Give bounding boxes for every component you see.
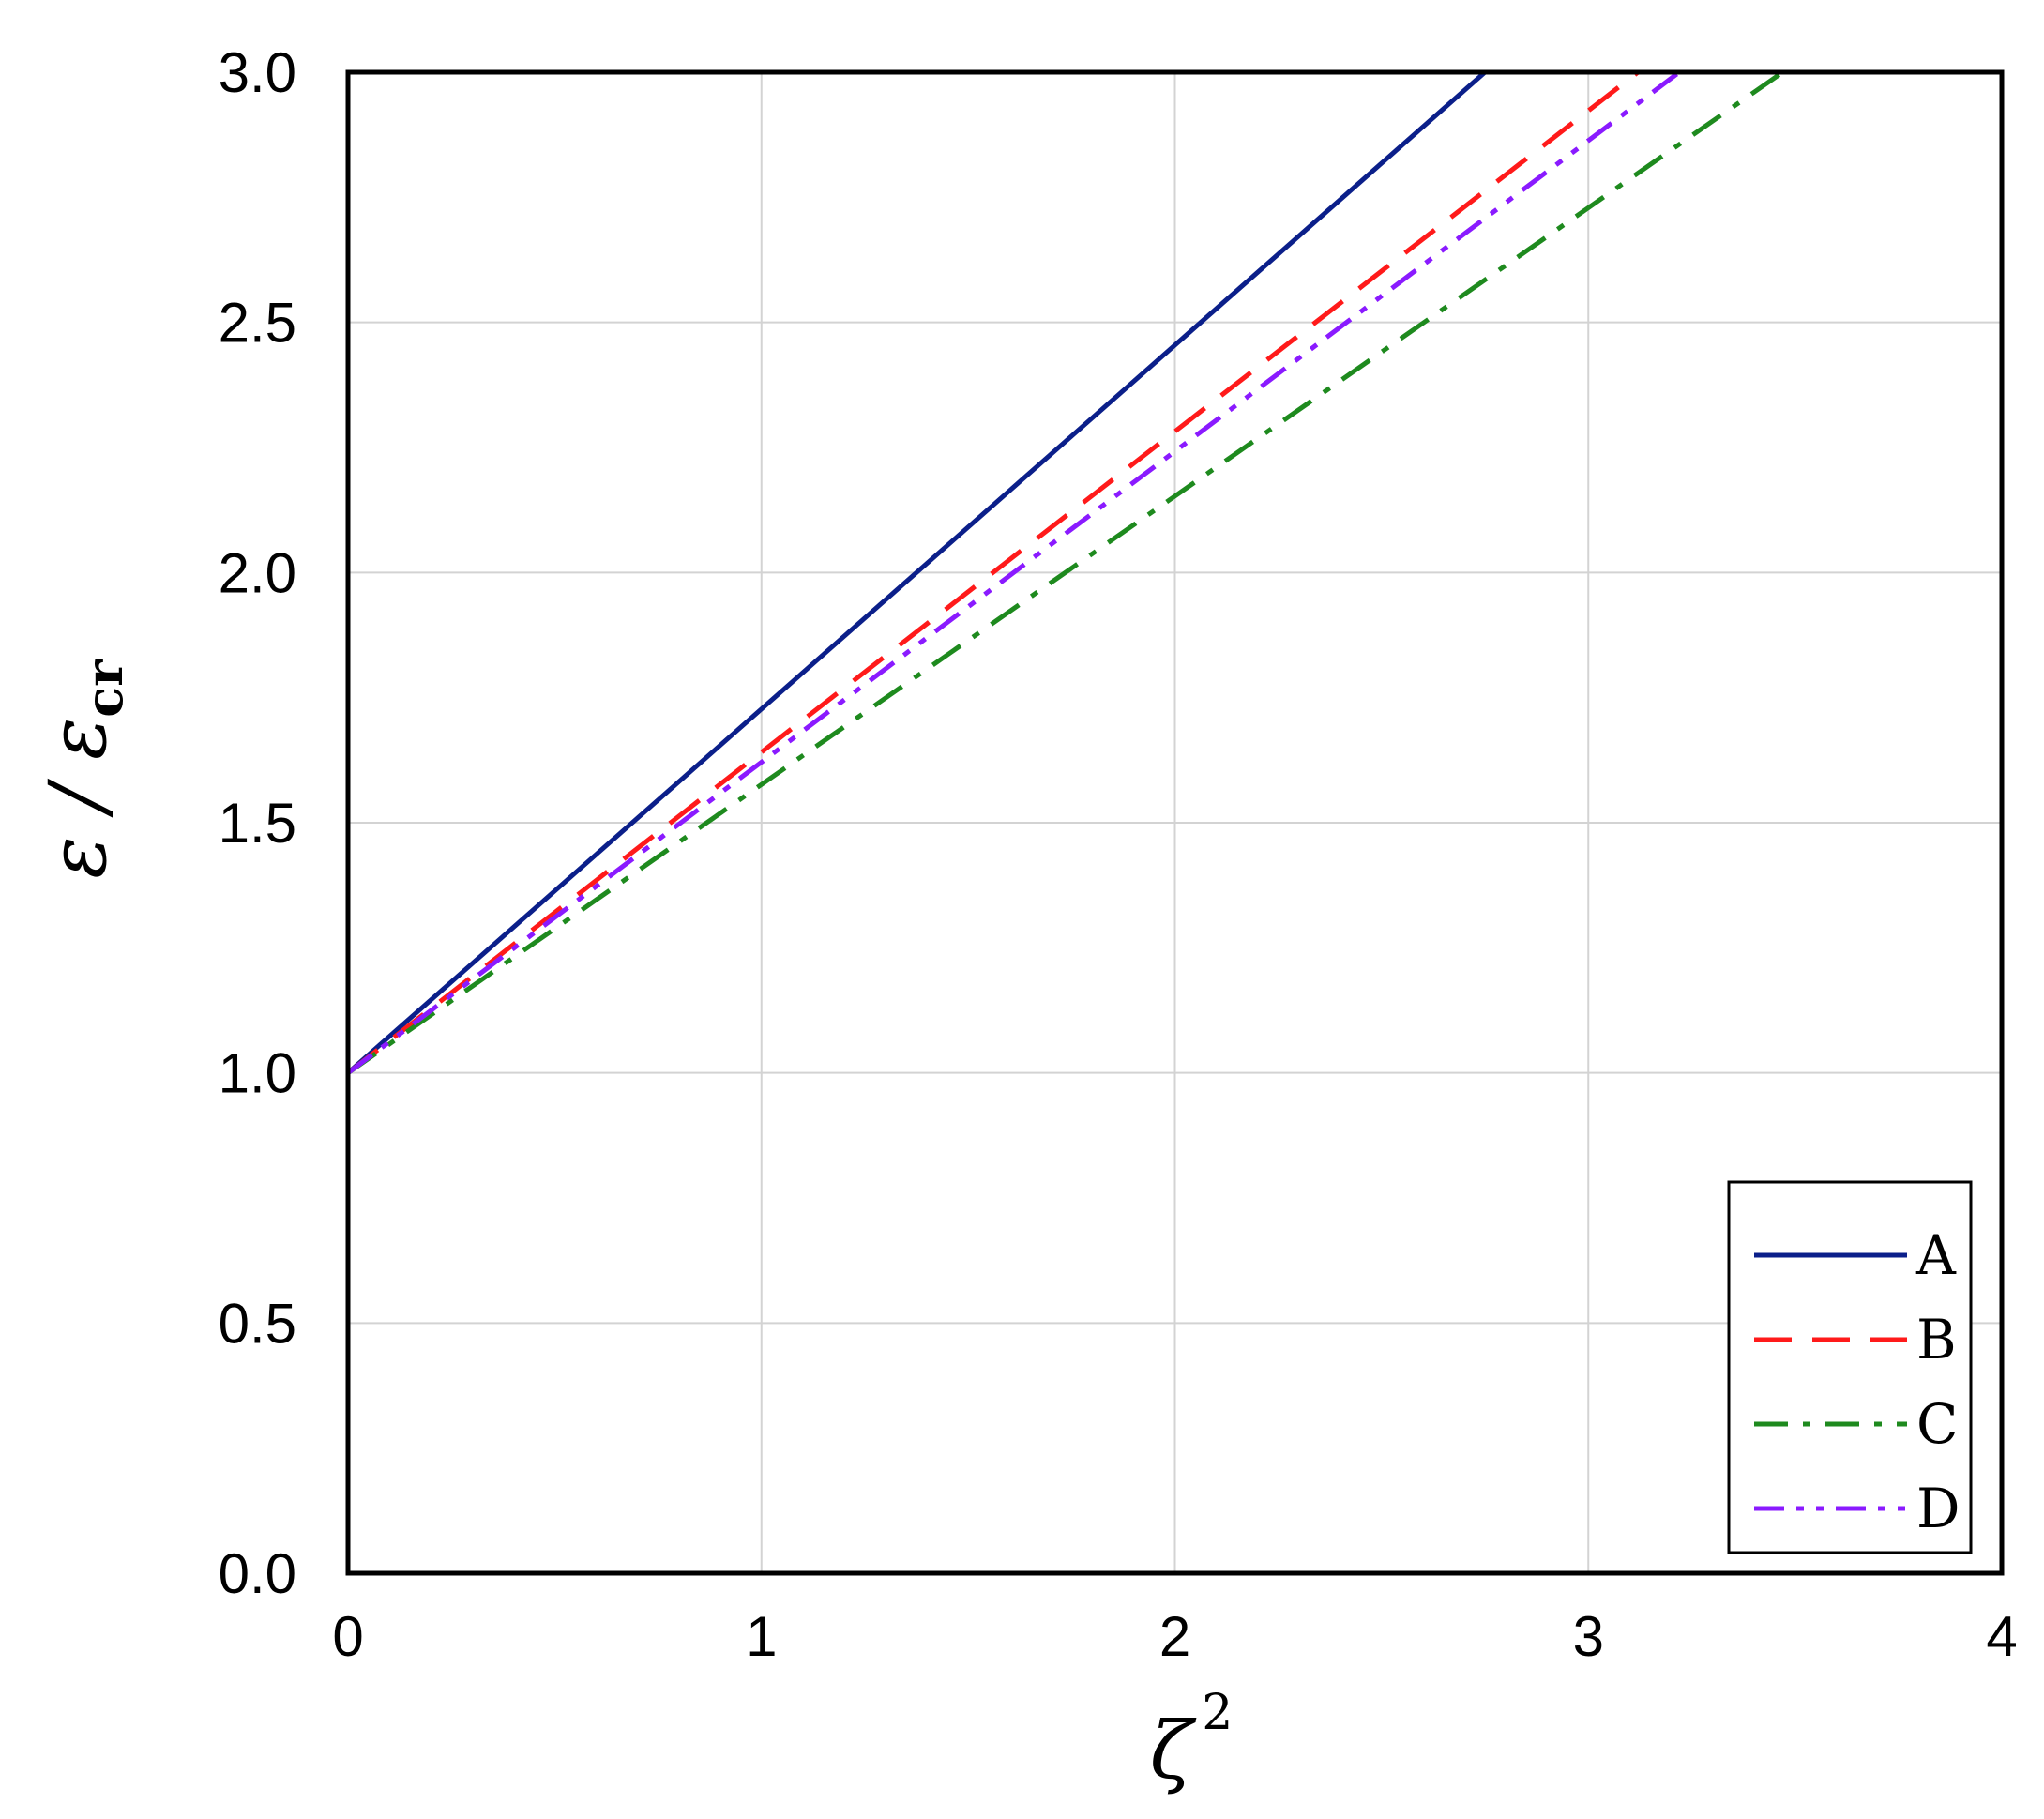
x-tick-labels: 0 1 2 3 4 (332, 1605, 2017, 1668)
y-axis-label-subscript: cr (74, 659, 134, 718)
x-tick-label-0: 0 (332, 1605, 363, 1668)
series-line-d (348, 72, 1681, 1075)
x-tick-label-2: 2 (1159, 1605, 1190, 1668)
y-tick-label-3: 1.5 (219, 792, 296, 855)
y-tick-label-2: 1.0 (219, 1042, 296, 1105)
y-axis-label-base: ε / ε (32, 718, 124, 879)
y-tick-labels: 0.0 0.5 1.0 1.5 2.0 2.5 3.0 (219, 41, 296, 1605)
series-line-c (348, 72, 1784, 1075)
legend-label-b: B (1916, 1308, 1957, 1372)
x-tick-label-4: 4 (1986, 1605, 2017, 1668)
legend-label-c: C (1916, 1392, 1958, 1456)
series-lines (348, 72, 1784, 1075)
x-tick-label-3: 3 (1573, 1605, 1604, 1668)
series-line-b (348, 72, 1640, 1075)
y-tick-label-6: 3.0 (219, 41, 296, 104)
gridlines (348, 72, 2002, 1573)
x-tick-label-1: 1 (746, 1605, 777, 1668)
legend-label-d: D (1916, 1477, 1961, 1540)
x-axis-label-superscript: 2 (1202, 1685, 1233, 1741)
legend-box (1727, 1180, 1973, 1554)
y-axis-label: ε / εcr (32, 659, 134, 879)
y-tick-label-0: 0.0 (219, 1542, 296, 1605)
plot-frame (345, 69, 2005, 1576)
x-axis-label-base: ζ (1150, 1705, 1197, 1796)
y-tick-label-1: 0.5 (219, 1292, 296, 1355)
series-line-a (348, 72, 1487, 1075)
legend-label-a: A (1915, 1223, 1957, 1287)
y-tick-label-4: 2.0 (219, 541, 296, 604)
y-tick-label-5: 2.5 (219, 292, 296, 355)
